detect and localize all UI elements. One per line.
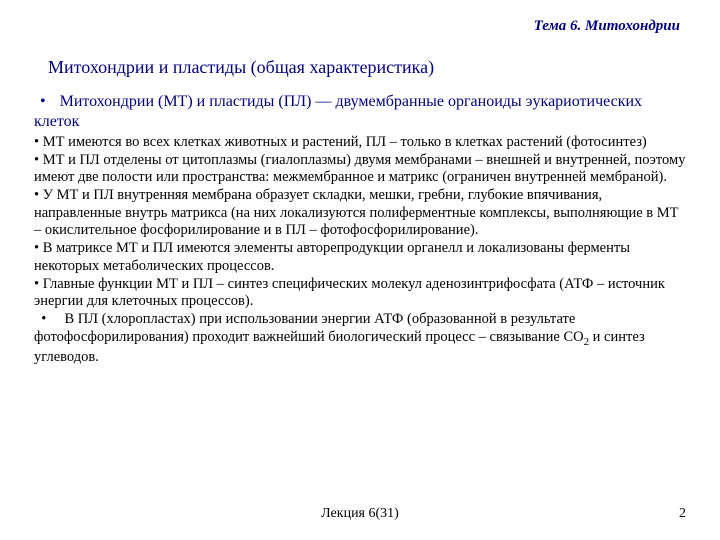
- section-title: Митохондрии и пластиды (общая характерис…: [48, 57, 686, 78]
- slide-page: Тема 6. Митохондрии Митохондрии и пласти…: [0, 0, 720, 540]
- bullet-item: • МТ и ПЛ отделены от цитоплазмы (гиалоп…: [34, 152, 686, 187]
- page-number: 2: [679, 506, 686, 522]
- slide-footer: Лекция 6(31) 2: [0, 506, 720, 522]
- bullet-item: • Главные функции МТ и ПЛ – синтез специ…: [34, 276, 686, 311]
- bullet-dot: •: [34, 93, 60, 110]
- topic-header: Тема 6. Митохондрии: [34, 18, 680, 35]
- bullet-item: • В матриксе МТ и ПЛ имеются элементы ав…: [34, 240, 686, 275]
- bullet-item: • У МТ и ПЛ внутренняя мембрана образует…: [34, 187, 686, 240]
- lecture-label: Лекция 6(31): [34, 506, 686, 522]
- body-text: • МТ имеются во всех клетках животных и …: [34, 134, 686, 366]
- bullet-item: • МТ имеются во всех клетках животных и …: [34, 134, 686, 152]
- lead-text: Митохондрии (МТ) и пластиды (ПЛ) — двуме…: [34, 93, 642, 130]
- lead-bullet: •Митохондрии (МТ) и пластиды (ПЛ) — двум…: [34, 92, 686, 132]
- bullet-item: • В ПЛ (хлоропластах) при использовании …: [34, 311, 686, 367]
